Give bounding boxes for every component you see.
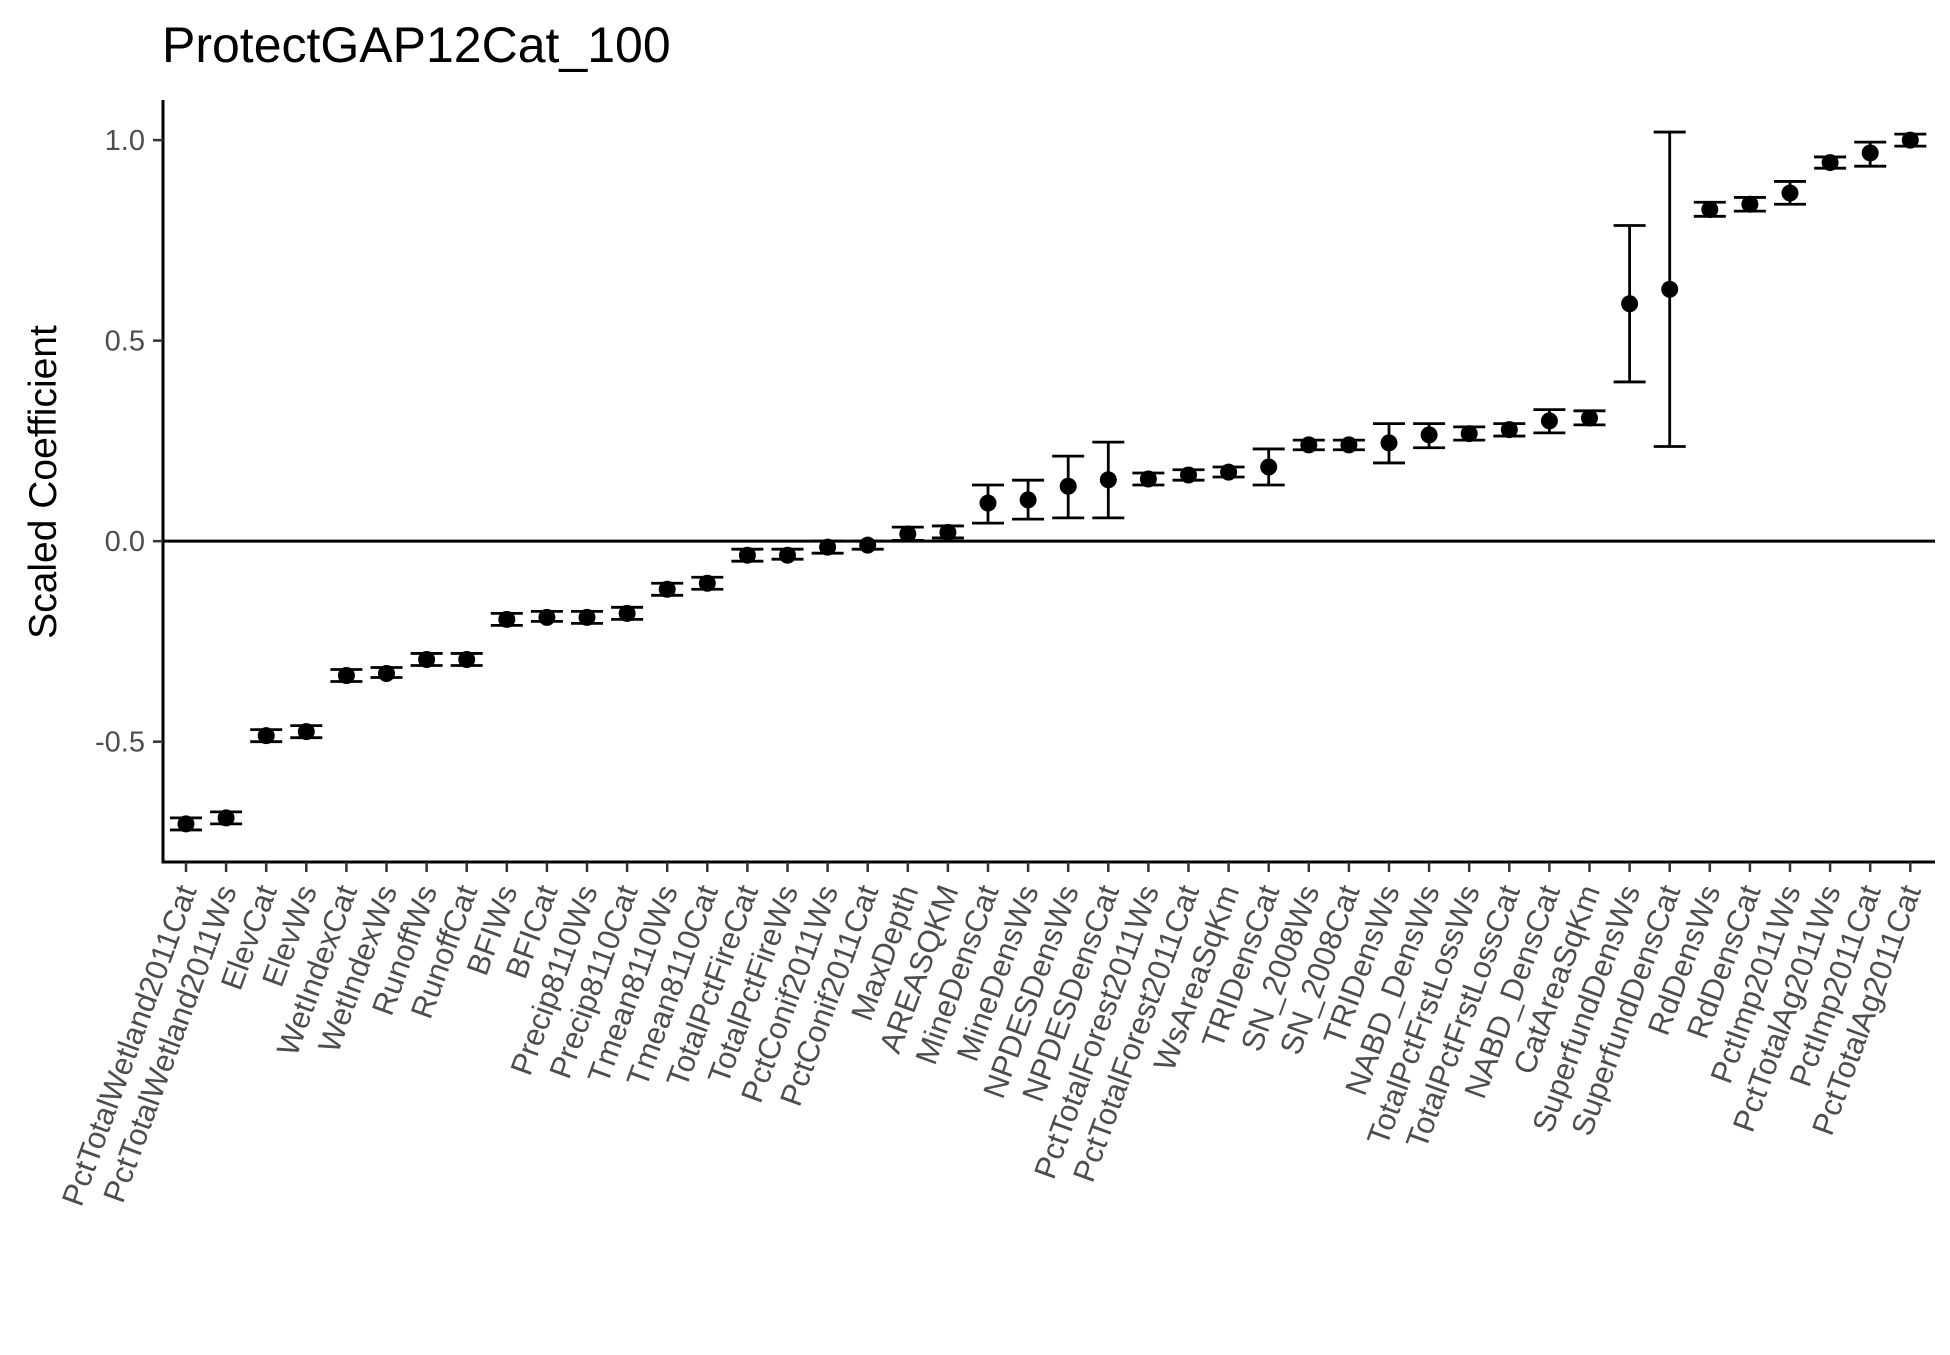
data-point-PctTotalAg2011Cat — [1901, 131, 1919, 149]
data-point-PctTotalWetland2011Cat — [177, 815, 195, 833]
data-point-SuperfundDensCat — [1661, 280, 1679, 298]
data-point-NABD_DensWs — [1420, 426, 1438, 444]
data-point-AREASQKM — [939, 523, 957, 541]
data-point-SN_2008Cat — [1340, 436, 1358, 454]
data-point-TRIDensWs — [1380, 434, 1398, 452]
data-point-BFICat — [538, 608, 556, 626]
y-tick-label: -0.5 — [95, 727, 145, 759]
data-point-PctConif2011Cat — [859, 536, 877, 554]
data-point-MineDensWs — [1019, 491, 1037, 509]
data-point-TotalPctFrstLossCat — [1500, 421, 1518, 439]
data-point-PctImp2011Cat — [1861, 144, 1879, 162]
data-point-NPDESDensCat — [1099, 471, 1117, 489]
data-point-WetIndexCat — [337, 667, 355, 685]
plot-area — [161, 100, 1935, 864]
data-point-Tmean8110Cat — [698, 574, 716, 592]
data-point-RdDensWs — [1701, 200, 1719, 218]
data-point-Tmean8110Ws — [658, 580, 676, 598]
data-point-WetIndexWs — [378, 665, 395, 683]
data-point-CatAreaSqKm — [1581, 409, 1598, 427]
data-point-MaxDepth — [899, 525, 917, 543]
data-point-NPDESDensWs — [1059, 477, 1077, 495]
data-point-TotalPctFrstLossWs — [1460, 425, 1478, 443]
y-axis-label: Scaled Coefficient — [22, 325, 65, 639]
data-point-PctTotalAg2011Ws — [1821, 154, 1839, 172]
data-point-Precip8110Ws — [578, 608, 596, 626]
y-tick-label: 0.0 — [105, 526, 145, 558]
y-tick-label: 1.0 — [105, 125, 145, 157]
data-point-PctTotalForest2011Cat — [1180, 466, 1197, 484]
data-point-TRIDensCat — [1260, 458, 1278, 476]
data-point-PctTotalWetland2011Ws — [217, 809, 235, 827]
data-point-NABD_DensCat — [1540, 412, 1558, 430]
data-point-TotalPctFireCat — [738, 546, 756, 564]
data-point-SN_2008Ws — [1300, 436, 1318, 454]
data-point-RunoffWs — [418, 650, 436, 668]
data-point-RdDensCat — [1741, 195, 1759, 213]
data-point-ElevCat — [257, 727, 275, 745]
data-point-PctTotalForest2011Ws — [1139, 470, 1157, 488]
data-point-RunoffCat — [458, 650, 476, 668]
chart-title: ProtectGAP12Cat_100 — [162, 17, 671, 73]
data-point-SuperfundDensWs — [1621, 295, 1639, 313]
data-point-WsAreaSqKm — [1220, 463, 1238, 481]
data-point-Precip8110Cat — [618, 604, 636, 622]
data-point-PctImp2011Ws — [1781, 184, 1799, 202]
data-point-ElevWs — [297, 723, 315, 741]
data-point-BFIWs — [498, 610, 516, 628]
data-point-TotalPctFireWs — [779, 546, 796, 564]
y-axis-tick-labels: -0.5 0.0 0.5 1.0 — [95, 125, 163, 759]
x-axis-tick-labels: PctTotalWetland2011CatPctTotalWetland201… — [55, 862, 1928, 1210]
y-tick-label: 0.5 — [105, 326, 145, 358]
data-point-MineDensCat — [979, 494, 997, 512]
data-point-PctConif2011Ws — [819, 538, 837, 556]
